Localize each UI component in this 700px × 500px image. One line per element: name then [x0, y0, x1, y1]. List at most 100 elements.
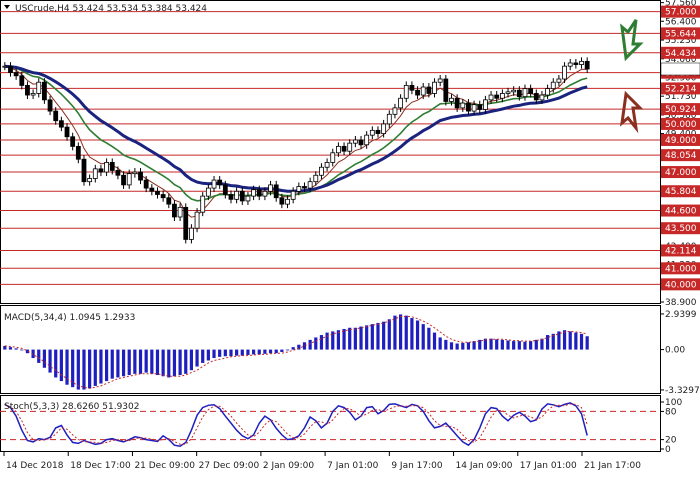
level-price-label: 48.054	[665, 151, 697, 161]
candle	[70, 132, 76, 151]
resistance-support-levels	[0, 11, 660, 285]
macd-bar	[517, 341, 521, 350]
macd-bar	[76, 349, 80, 390]
candle	[420, 83, 426, 100]
macd-bar	[432, 332, 437, 350]
macd-bar	[110, 349, 114, 379]
level-price-label: 42.114	[665, 246, 697, 256]
macd-bar	[342, 328, 346, 350]
macd-bar	[404, 315, 408, 350]
candle	[499, 89, 505, 103]
macd-bar	[172, 349, 177, 377]
macd-bar	[427, 327, 431, 350]
level-price-box	[661, 133, 700, 146]
time-tick-label: 14 Jan 09:00	[456, 461, 513, 471]
macd-bar	[574, 332, 578, 350]
macd-bar	[263, 349, 267, 354]
macd-bar	[585, 336, 589, 350]
macd-bar	[331, 331, 335, 350]
macd-bar	[195, 349, 199, 367]
candle	[471, 100, 477, 116]
dropdown-triangle-icon	[4, 5, 10, 9]
macd-bar	[116, 349, 120, 378]
time-tick-label: 18 Dec 17:00	[70, 461, 131, 471]
level-price-label: 52.214	[665, 84, 697, 94]
candle	[466, 99, 471, 116]
candle	[302, 182, 307, 193]
candle	[494, 91, 500, 103]
candle	[562, 62, 567, 84]
macd-bar	[523, 341, 527, 350]
candle	[132, 168, 138, 178]
macd-bar	[251, 349, 256, 355]
macd-bar	[71, 349, 75, 388]
candle	[437, 74, 443, 87]
macd-bar	[25, 349, 30, 354]
level-price-label: 57.000	[665, 8, 697, 18]
candle	[228, 190, 234, 204]
candle	[155, 187, 160, 199]
candle	[364, 131, 370, 149]
macd-bar	[410, 318, 414, 350]
time-axis: 14 Dec 2018 18 Dec 17:00 21 Dec 09:00 27 De…	[3, 452, 641, 471]
price-tick-label: 38.900	[665, 298, 697, 308]
candle	[426, 83, 432, 98]
chart-header: USCrude,H4 53.424 53.534 53.384 53.424	[15, 4, 207, 14]
stoch-label: Stoch(5,3,3) 28.6260 51.9302	[4, 402, 139, 412]
macd-bar	[483, 338, 488, 350]
level-price-box	[661, 278, 700, 291]
candle	[386, 110, 392, 128]
price-tick-label: 56.400	[665, 17, 697, 27]
candle	[234, 187, 240, 204]
macd-bar	[37, 349, 41, 363]
macd-bar	[302, 342, 307, 350]
candlesticks	[2, 57, 590, 244]
level-price-label: 50.924	[665, 105, 697, 115]
candle	[177, 203, 183, 221]
candle	[296, 182, 302, 196]
candle	[42, 78, 47, 104]
macd-bar	[274, 349, 278, 354]
level-price-label: 49.000	[665, 136, 697, 146]
macd-bar	[319, 335, 324, 350]
moving-averages	[4, 64, 588, 218]
macd-bar	[455, 343, 459, 350]
candle	[528, 84, 534, 98]
level-price-box	[661, 204, 700, 217]
macd-signal-line	[4, 315, 588, 389]
macd-bar	[93, 349, 97, 386]
macd-bar	[568, 331, 572, 350]
candle	[579, 57, 584, 69]
time-tick-label: 9 Jan 17:00	[391, 461, 443, 471]
candle	[200, 192, 206, 217]
price-axis: 57.56056.40055.23054.06052.90051.73050.5…	[660, 0, 700, 308]
macd-bar	[336, 330, 341, 350]
macd-bar	[206, 349, 210, 361]
macd-tick-label: 0.00	[665, 346, 685, 356]
candle	[19, 71, 25, 90]
level-price-box	[661, 103, 700, 116]
macd-bar	[218, 349, 222, 357]
candle	[104, 158, 109, 177]
macd-bar	[3, 345, 7, 350]
candle	[143, 176, 149, 193]
macd-bar	[285, 349, 290, 351]
candle	[25, 81, 30, 100]
time-tick-label: 2 Jan 09:00	[263, 461, 315, 471]
candle	[358, 135, 364, 149]
macd-bar	[212, 349, 216, 359]
candle	[92, 164, 98, 183]
candle	[483, 95, 488, 114]
candle	[488, 91, 494, 104]
macd-bar	[246, 349, 250, 356]
macd-bar	[8, 347, 13, 350]
candle	[392, 103, 398, 119]
level-price-box	[661, 82, 700, 95]
macd-bar	[48, 349, 52, 373]
price-tick-label: 54.060	[665, 55, 697, 65]
header-label: USCrude,H4 53.424 53.534 53.384 53.424	[4, 4, 207, 14]
candle	[556, 74, 562, 87]
level-price-label: 43.500	[665, 224, 697, 234]
candle	[454, 94, 460, 112]
